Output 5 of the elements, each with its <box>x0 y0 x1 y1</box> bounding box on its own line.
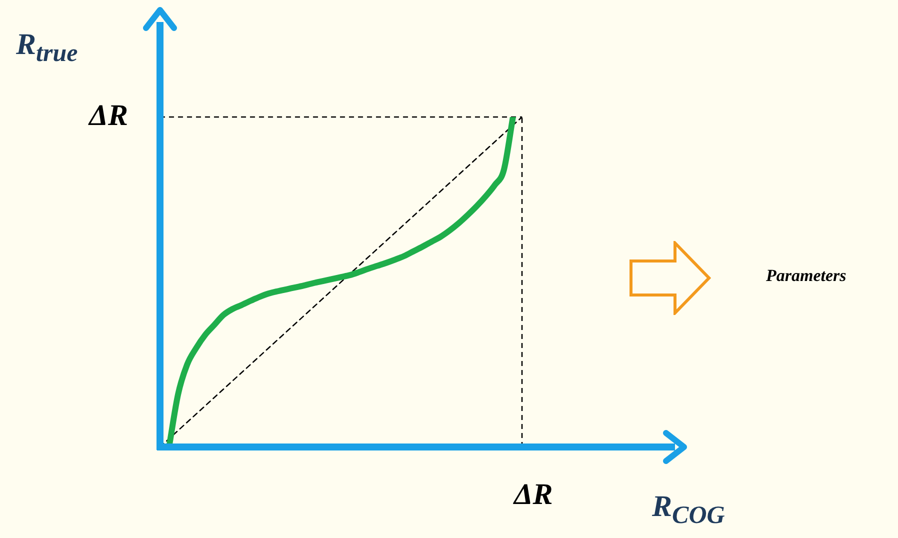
y-axis-title: R$_{true}$ <box>16 28 78 68</box>
text: Parameters <box>766 266 846 286</box>
text: ΔR <box>514 478 553 512</box>
x-axis-title: R$_{COG}$ <box>652 490 725 530</box>
ref-line-label: ΔR <box>88 98 128 132</box>
